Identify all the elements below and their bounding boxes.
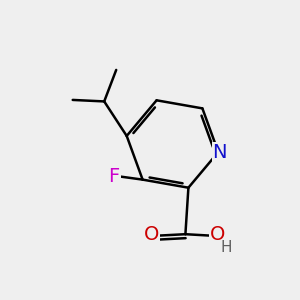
- Text: F: F: [109, 167, 120, 186]
- Text: N: N: [212, 142, 227, 162]
- Text: H: H: [220, 240, 232, 255]
- Text: O: O: [209, 225, 225, 244]
- Text: O: O: [144, 225, 159, 244]
